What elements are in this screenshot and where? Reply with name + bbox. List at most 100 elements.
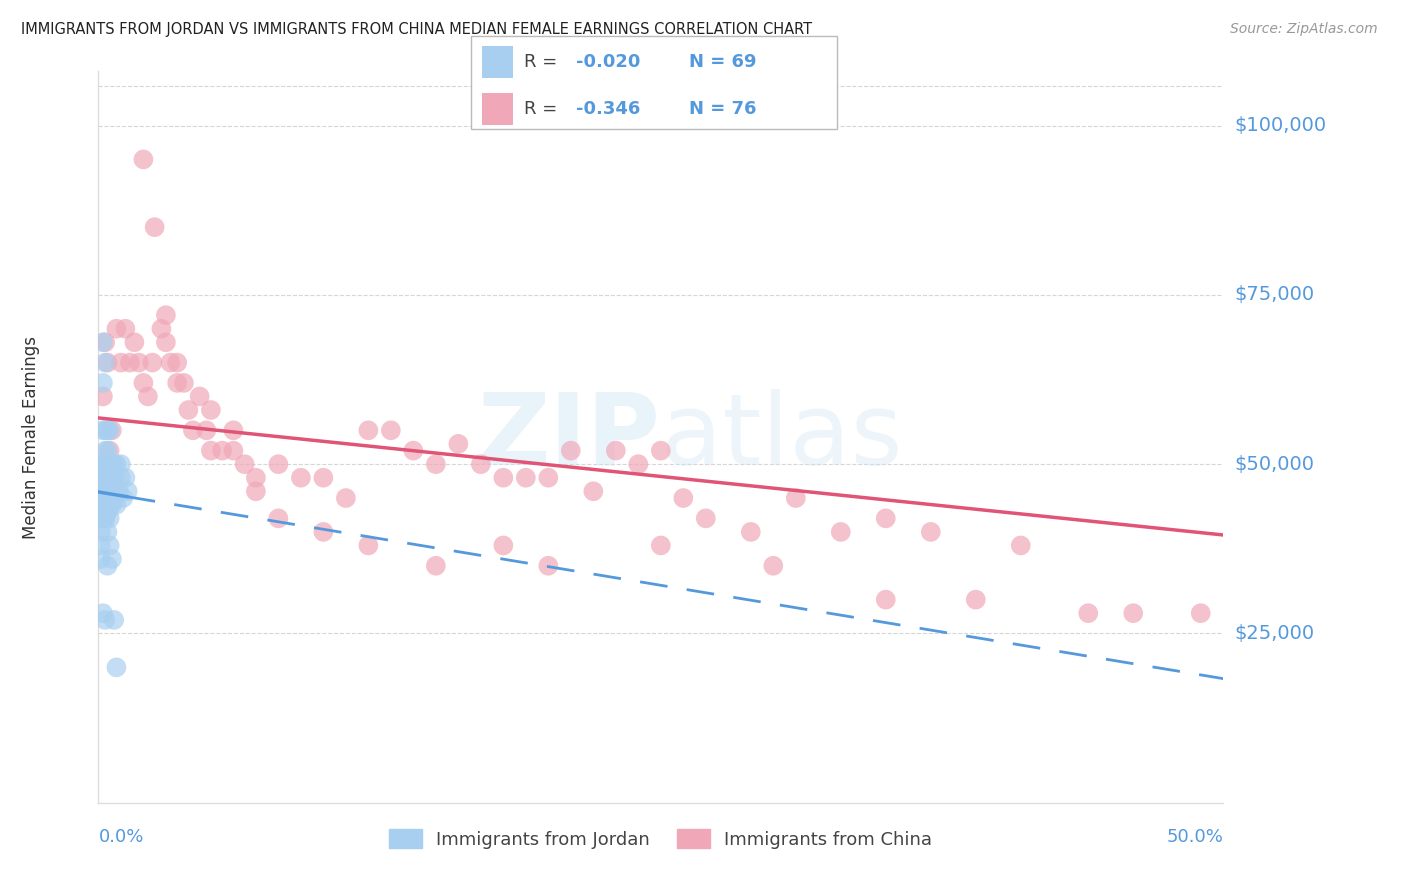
Point [105, 457, 128, 471]
Point [114, 322, 136, 336]
Point [200, 443, 222, 458]
Point [98, 498, 121, 512]
Point [650, 538, 672, 552]
Point [105, 322, 128, 336]
Text: R =: R = [524, 53, 564, 70]
Point [98, 538, 121, 552]
Point [94, 335, 117, 350]
Point [90, 511, 112, 525]
Point [582, 484, 605, 499]
Point [90, 484, 112, 499]
Point [830, 524, 852, 539]
Point [96, 471, 118, 485]
Point [90, 538, 112, 552]
Point [91, 484, 114, 499]
Point [98, 484, 121, 499]
Point [920, 524, 942, 539]
Text: Source: ZipAtlas.com: Source: ZipAtlas.com [1230, 22, 1378, 37]
Point [132, 376, 155, 390]
Point [124, 335, 146, 350]
Point [181, 423, 204, 437]
Point [195, 423, 218, 437]
Point [94, 443, 117, 458]
Point [762, 558, 785, 573]
Point [875, 511, 897, 525]
Point [1010, 538, 1032, 552]
Legend: Immigrants from Jordan, Immigrants from China: Immigrants from Jordan, Immigrants from … [382, 822, 939, 856]
Text: -0.346: -0.346 [576, 100, 641, 118]
Point [211, 443, 233, 458]
Point [98, 511, 121, 525]
Point [91, 484, 114, 499]
Point [103, 491, 125, 505]
Point [90, 471, 112, 485]
Point [188, 389, 211, 403]
Point [136, 389, 159, 403]
Point [101, 457, 124, 471]
Point [267, 511, 290, 525]
Point [91, 389, 114, 403]
Text: -0.020: -0.020 [576, 53, 641, 70]
Point [357, 423, 380, 437]
Point [267, 457, 290, 471]
Point [425, 558, 447, 573]
Point [96, 355, 118, 369]
Point [222, 423, 245, 437]
Text: R =: R = [524, 100, 564, 118]
Point [91, 606, 114, 620]
Point [1189, 606, 1212, 620]
Point [91, 505, 114, 519]
Point [90, 498, 112, 512]
Point [118, 355, 141, 369]
Point [96, 558, 118, 573]
Point [143, 220, 166, 235]
Point [245, 484, 267, 499]
Point [312, 524, 335, 539]
Point [96, 423, 118, 437]
Point [98, 457, 121, 471]
Text: ZIP: ZIP [478, 389, 661, 485]
Point [96, 505, 118, 519]
Point [132, 153, 155, 167]
Point [380, 423, 402, 437]
Point [740, 524, 762, 539]
Point [110, 355, 132, 369]
Point [128, 355, 150, 369]
Point [1077, 606, 1099, 620]
Point [785, 491, 807, 505]
Point [150, 322, 173, 336]
Point [650, 443, 672, 458]
Point [91, 335, 114, 350]
Point [94, 355, 117, 369]
Point [105, 498, 128, 512]
Point [96, 471, 118, 485]
Point [447, 437, 470, 451]
Point [357, 538, 380, 552]
Point [492, 538, 515, 552]
Point [335, 491, 357, 505]
Point [98, 443, 121, 458]
Point [94, 471, 117, 485]
Point [515, 471, 537, 485]
Point [166, 355, 188, 369]
Point [290, 471, 312, 485]
Point [90, 471, 112, 485]
Point [110, 471, 132, 485]
Text: N = 76: N = 76 [689, 100, 756, 118]
Point [90, 524, 112, 539]
Point [94, 511, 117, 525]
Point [312, 471, 335, 485]
Text: $50,000: $50,000 [1234, 455, 1315, 474]
Point [94, 511, 117, 525]
Point [101, 552, 124, 566]
Point [90, 552, 112, 566]
Point [627, 457, 650, 471]
Point [96, 484, 118, 499]
Point [94, 498, 117, 512]
Point [470, 457, 492, 471]
Point [155, 308, 177, 322]
Point [141, 355, 163, 369]
Point [94, 613, 117, 627]
Point [96, 505, 118, 519]
Point [492, 471, 515, 485]
